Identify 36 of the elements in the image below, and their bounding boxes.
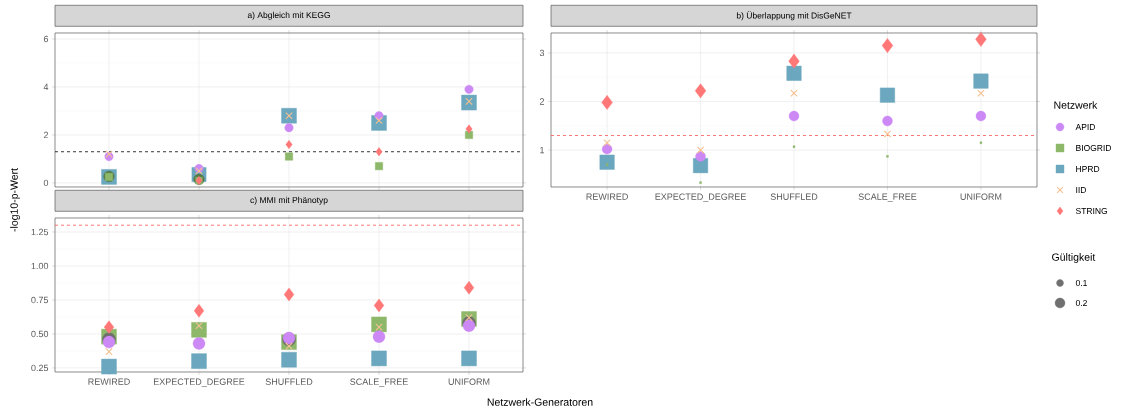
legend-label: BIOGRID <box>1076 144 1112 151</box>
x-tick-label: UNIFORM <box>448 378 490 385</box>
chart-title: c) MMI mit Phänotyp <box>250 196 328 205</box>
y-tick-label: 0.50 <box>31 330 49 338</box>
legend-label: HPRD <box>1076 166 1100 172</box>
y-tick-label: 3 <box>539 49 545 57</box>
x-tick-label: REWIRED <box>586 193 628 200</box>
y-tick-label: 6 <box>43 35 49 43</box>
y-tick-label: 1.25 <box>31 228 49 236</box>
legend-label: 0.1 <box>1075 280 1087 286</box>
x-tick-label: REWIRED <box>88 378 130 385</box>
x-tick-label: UNIFORM <box>960 193 1002 200</box>
y-tick-label: 0.75 <box>31 296 49 304</box>
x-axis-title: Netzwerk-Generatoren <box>487 398 593 406</box>
x-tick-label: EXPECTED_DEGREE <box>153 378 245 387</box>
x-tick-label: SHUFFLED <box>770 193 818 200</box>
x-tick-label: SHUFFLED <box>265 378 313 385</box>
legend-label: STRING <box>1075 208 1108 214</box>
x-tick-label: EXPECTED_DEGREE <box>655 193 746 202</box>
y-tick-label: 0 <box>43 179 49 187</box>
legend-title: Netzwerk <box>1054 101 1098 109</box>
x-tick-label: SCALE_FREE <box>858 193 917 202</box>
y-tick-label: 0.25 <box>31 364 49 372</box>
y-axis-title: -log10-p-Wert <box>10 168 20 232</box>
legend-label: IID <box>1076 187 1086 193</box>
y-tick-label: 2 <box>539 98 545 105</box>
y-tick-label: 2 <box>43 131 49 139</box>
y-tick-label: 4 <box>43 83 49 91</box>
legend-label: 0.2 <box>1075 300 1087 306</box>
y-tick-label: 1.00 <box>31 262 49 270</box>
legend-label: APID <box>1075 124 1095 130</box>
text: Gültigkeit <box>1052 253 1096 263</box>
chart-title: a) Abgleich mit KEGG <box>247 11 330 20</box>
x-tick-label: SCALE_FREE <box>350 378 408 387</box>
y-tick-label: 1 <box>540 146 545 154</box>
chart-title: b) Überlappung mit DisGeNET <box>736 11 852 21</box>
